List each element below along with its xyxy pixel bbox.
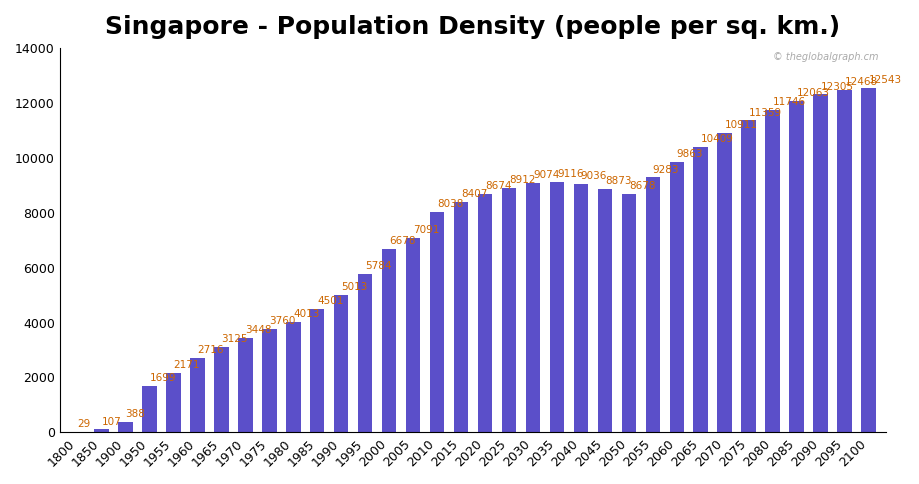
Text: 2716: 2716	[198, 345, 224, 355]
Text: 29: 29	[78, 419, 91, 429]
Text: 7091: 7091	[414, 225, 439, 235]
Bar	[573, 184, 588, 432]
Text: 9863: 9863	[676, 149, 703, 159]
Bar	[645, 178, 660, 432]
Bar	[310, 309, 324, 432]
Title: Singapore - Population Density (people per sq. km.): Singapore - Population Density (people p…	[106, 15, 841, 39]
Bar	[358, 273, 372, 432]
Bar	[190, 358, 205, 432]
Bar	[670, 162, 684, 432]
Text: 11746: 11746	[773, 97, 806, 107]
Text: 107: 107	[102, 417, 121, 427]
Text: 5013: 5013	[341, 282, 368, 292]
Bar	[478, 194, 493, 432]
Text: 8912: 8912	[509, 175, 536, 185]
Text: 10409: 10409	[700, 134, 733, 144]
Text: 8873: 8873	[605, 176, 631, 186]
Text: 8038: 8038	[437, 199, 463, 209]
Bar	[861, 88, 876, 432]
Text: 9116: 9116	[557, 169, 584, 179]
Bar	[406, 238, 420, 432]
Text: 8674: 8674	[485, 182, 512, 192]
Text: 9074: 9074	[533, 170, 560, 181]
Bar	[766, 110, 779, 432]
Bar	[214, 347, 229, 432]
Bar	[621, 194, 636, 432]
Bar	[502, 188, 516, 432]
Bar	[694, 147, 708, 432]
Text: 3125: 3125	[221, 334, 248, 344]
Text: 1699: 1699	[150, 373, 176, 383]
Text: 12468: 12468	[845, 77, 878, 87]
Bar	[597, 189, 612, 432]
Bar	[166, 373, 181, 432]
Bar	[142, 386, 157, 432]
Text: 2171: 2171	[174, 360, 200, 370]
Bar	[742, 121, 755, 432]
Bar	[454, 201, 469, 432]
Text: 5784: 5784	[365, 261, 391, 271]
Text: 12543: 12543	[868, 75, 902, 85]
Bar	[335, 295, 348, 432]
Text: 4501: 4501	[317, 296, 344, 306]
Bar	[550, 182, 564, 432]
Text: 8407: 8407	[461, 189, 487, 199]
Text: © theglobalgraph.cm: © theglobalgraph.cm	[773, 52, 878, 62]
Bar	[262, 329, 277, 432]
Text: 388: 388	[126, 409, 145, 419]
Bar	[789, 101, 804, 432]
Text: 3760: 3760	[269, 317, 296, 326]
Bar	[526, 183, 540, 432]
Bar	[119, 422, 133, 432]
Bar	[430, 212, 444, 432]
Bar	[286, 322, 301, 432]
Bar	[238, 338, 253, 432]
Text: 9283: 9283	[652, 165, 679, 175]
Text: 12305: 12305	[821, 82, 854, 91]
Bar	[837, 90, 852, 432]
Text: 9036: 9036	[581, 171, 607, 182]
Text: 8678: 8678	[629, 182, 655, 191]
Text: 11359: 11359	[749, 107, 782, 118]
Text: 4013: 4013	[293, 309, 320, 319]
Text: 10911: 10911	[724, 120, 757, 130]
Text: 3448: 3448	[245, 325, 272, 335]
Bar	[813, 94, 828, 432]
Bar	[382, 249, 396, 432]
Bar	[95, 429, 108, 432]
Text: 12063: 12063	[797, 89, 830, 98]
Bar	[718, 133, 732, 432]
Text: 6678: 6678	[389, 236, 415, 246]
